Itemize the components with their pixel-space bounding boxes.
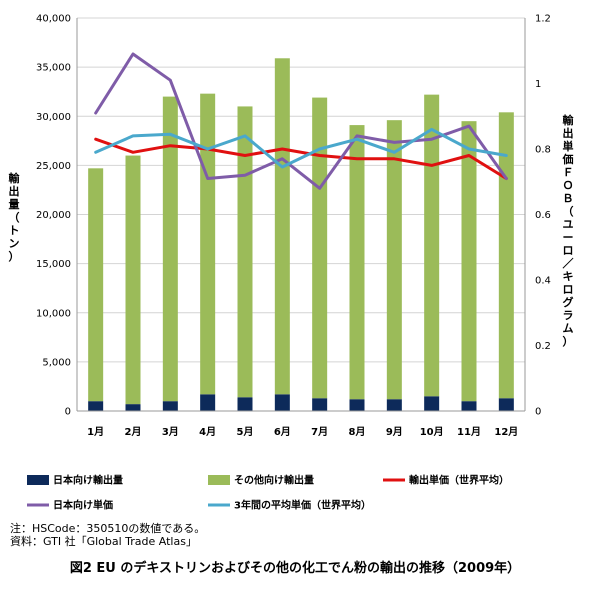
y-left-axis-title: 輸出量（トン） [9, 171, 21, 263]
x-tick-label: 1月 [87, 426, 104, 438]
line-world-price [94, 137, 508, 180]
x-tick-label: 7月 [311, 426, 328, 438]
legend-label: 日本向け単価 [53, 499, 113, 512]
bar-japan-volume [461, 401, 477, 411]
line-japan-price [94, 52, 508, 190]
bar-other-volume [200, 93, 216, 395]
y-right-tick-label: 0.6 [535, 210, 551, 221]
gridlines [77, 17, 525, 363]
bar-japan-volume [162, 401, 178, 411]
bar-japan-volume [88, 401, 104, 411]
price-lines [94, 52, 508, 190]
bars [88, 58, 514, 411]
y-left-tick-label: 25,000 [36, 161, 71, 172]
x-tick-label: 3月 [162, 426, 179, 438]
y-right-tick-label: 0.4 [535, 276, 551, 287]
x-tick-label: 2月 [125, 426, 142, 438]
x-tick-label: 9月 [386, 426, 403, 438]
bar-japan-volume [386, 399, 402, 411]
y-left-tick-label: 0 [65, 407, 71, 418]
y-left-tick-label: 10,000 [36, 308, 71, 319]
y-right-tick-label: 0 [535, 407, 541, 418]
axes: 0 5,000 10,000 15,000 20,000 25,000 30,000 35,0… [9, 14, 575, 439]
x-tick-label: 5月 [237, 426, 254, 438]
line-avg-price [94, 127, 508, 169]
bar-japan-volume [125, 404, 141, 411]
bar-other-volume [498, 112, 514, 399]
bar-other-volume [125, 155, 141, 405]
y-left-tick-label: 15,000 [36, 259, 71, 270]
x-tick-label: 12月 [494, 426, 518, 438]
legend-label: 輸出単価（世界平均） [409, 474, 509, 487]
bar-other-volume [424, 94, 440, 397]
y-left-tick-label: 40,000 [36, 14, 71, 25]
bar-other-volume [312, 97, 328, 399]
y-left-tick-label: 5,000 [42, 357, 71, 368]
bar-other-volume [349, 125, 365, 400]
y-right-tick-label: 1 [535, 79, 541, 90]
bar-japan-volume [274, 394, 290, 411]
bar-other-volume [237, 106, 253, 398]
y-left-tick-label: 20,000 [36, 210, 71, 221]
legend: 日本向け輸出量 その他向け輸出量 輸出単価（世界平均） 日本向け単価 3年間の平均単価（… [27, 474, 509, 512]
note-source: 資料：GTI 社「Global Trade Atlas」 [10, 535, 197, 548]
y-right-tick-label: 1.2 [535, 14, 551, 25]
legend-label: その他向け輸出量 [234, 474, 314, 487]
bar-japan-volume [424, 396, 440, 411]
legend-swatch [27, 475, 49, 485]
legend-label: 3年間の平均単価（世界平均） [234, 499, 371, 512]
bar-japan-volume [237, 397, 253, 411]
bar-other-volume [88, 168, 104, 402]
y-left-tick-label: 35,000 [36, 63, 71, 74]
bar-japan-volume [312, 398, 328, 411]
x-tick-label: 6月 [274, 426, 291, 438]
x-tick-label: 8月 [349, 426, 366, 438]
figure-caption: 図2 EU のデキストリンおよびその他の化工でん粉の輸出の推移（2009年） [69, 561, 521, 576]
y-right-axis-title: 輸出単価ＦＯＢ（ユーロ／キログラム） [562, 113, 575, 348]
bar-other-volume [386, 120, 402, 400]
chart: 0 5,000 10,000 15,000 20,000 25,000 30,000 35,0… [9, 14, 575, 512]
bar-other-volume [274, 58, 290, 395]
x-tick-label: 10月 [420, 426, 444, 438]
legend-swatch [208, 475, 230, 485]
y-left-tick-label: 30,000 [36, 112, 71, 123]
bar-other-volume [461, 121, 477, 402]
bar-other-volume [162, 96, 178, 402]
y-right-tick-label: 0.8 [535, 145, 551, 156]
bar-japan-volume [349, 399, 365, 411]
x-tick-label: 11月 [457, 426, 481, 438]
legend-label: 日本向け輸出量 [53, 474, 123, 487]
note-hscode: 注：HSCode：350510の数値である。 [10, 522, 206, 535]
bar-japan-volume [200, 394, 216, 411]
x-tick-label: 4月 [199, 426, 216, 438]
bar-japan-volume [498, 398, 514, 411]
y-right-tick-label: 0.2 [535, 341, 551, 352]
